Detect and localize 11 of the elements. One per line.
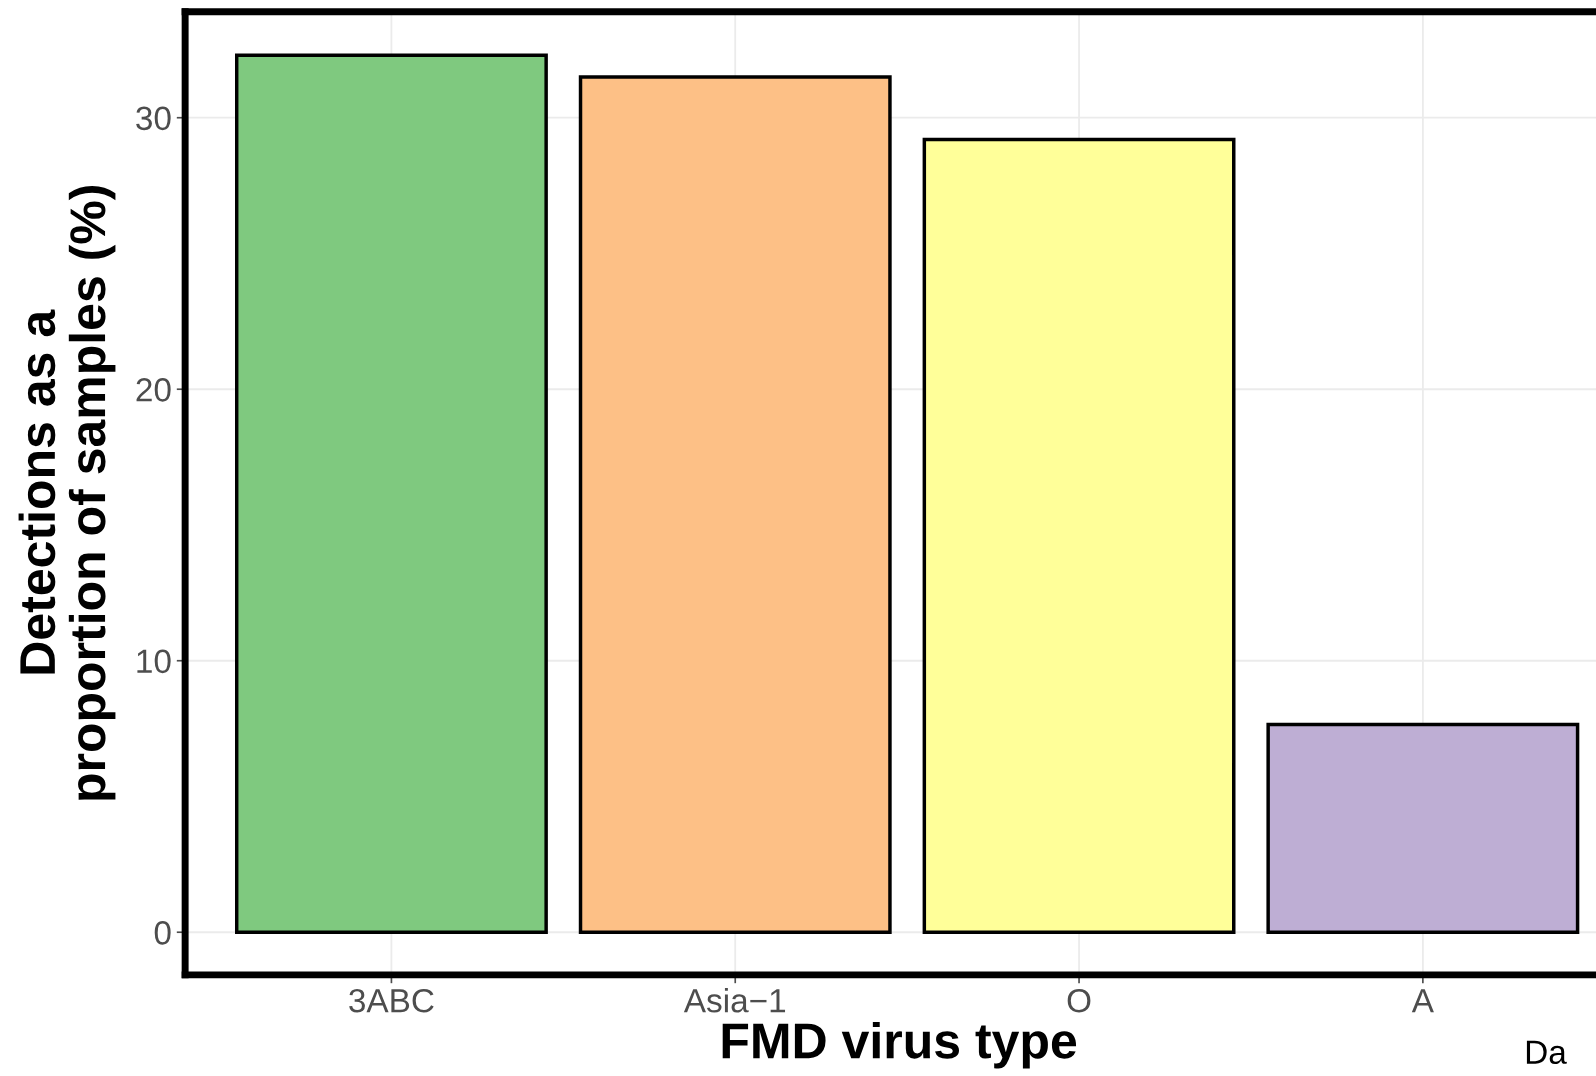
text: Da <box>1526 1040 1567 1065</box>
y-axis-title: Detections as a proportion of samples (%) <box>18 186 116 800</box>
y-tick-label: 30 <box>136 106 171 131</box>
x-tick-label: Asia−1 <box>683 988 786 1013</box>
x-tick-label: A <box>1411 989 1434 1013</box>
y-tick-label: 0 <box>154 921 171 945</box>
x-axis-title: FMD virus type <box>722 1021 1077 1069</box>
x-tick-label: 3ABC <box>349 988 434 1013</box>
x-tick-label: O <box>1067 988 1091 1013</box>
y-tick-label: 20 <box>136 378 171 402</box>
y-tick-label: 10 <box>137 649 171 674</box>
